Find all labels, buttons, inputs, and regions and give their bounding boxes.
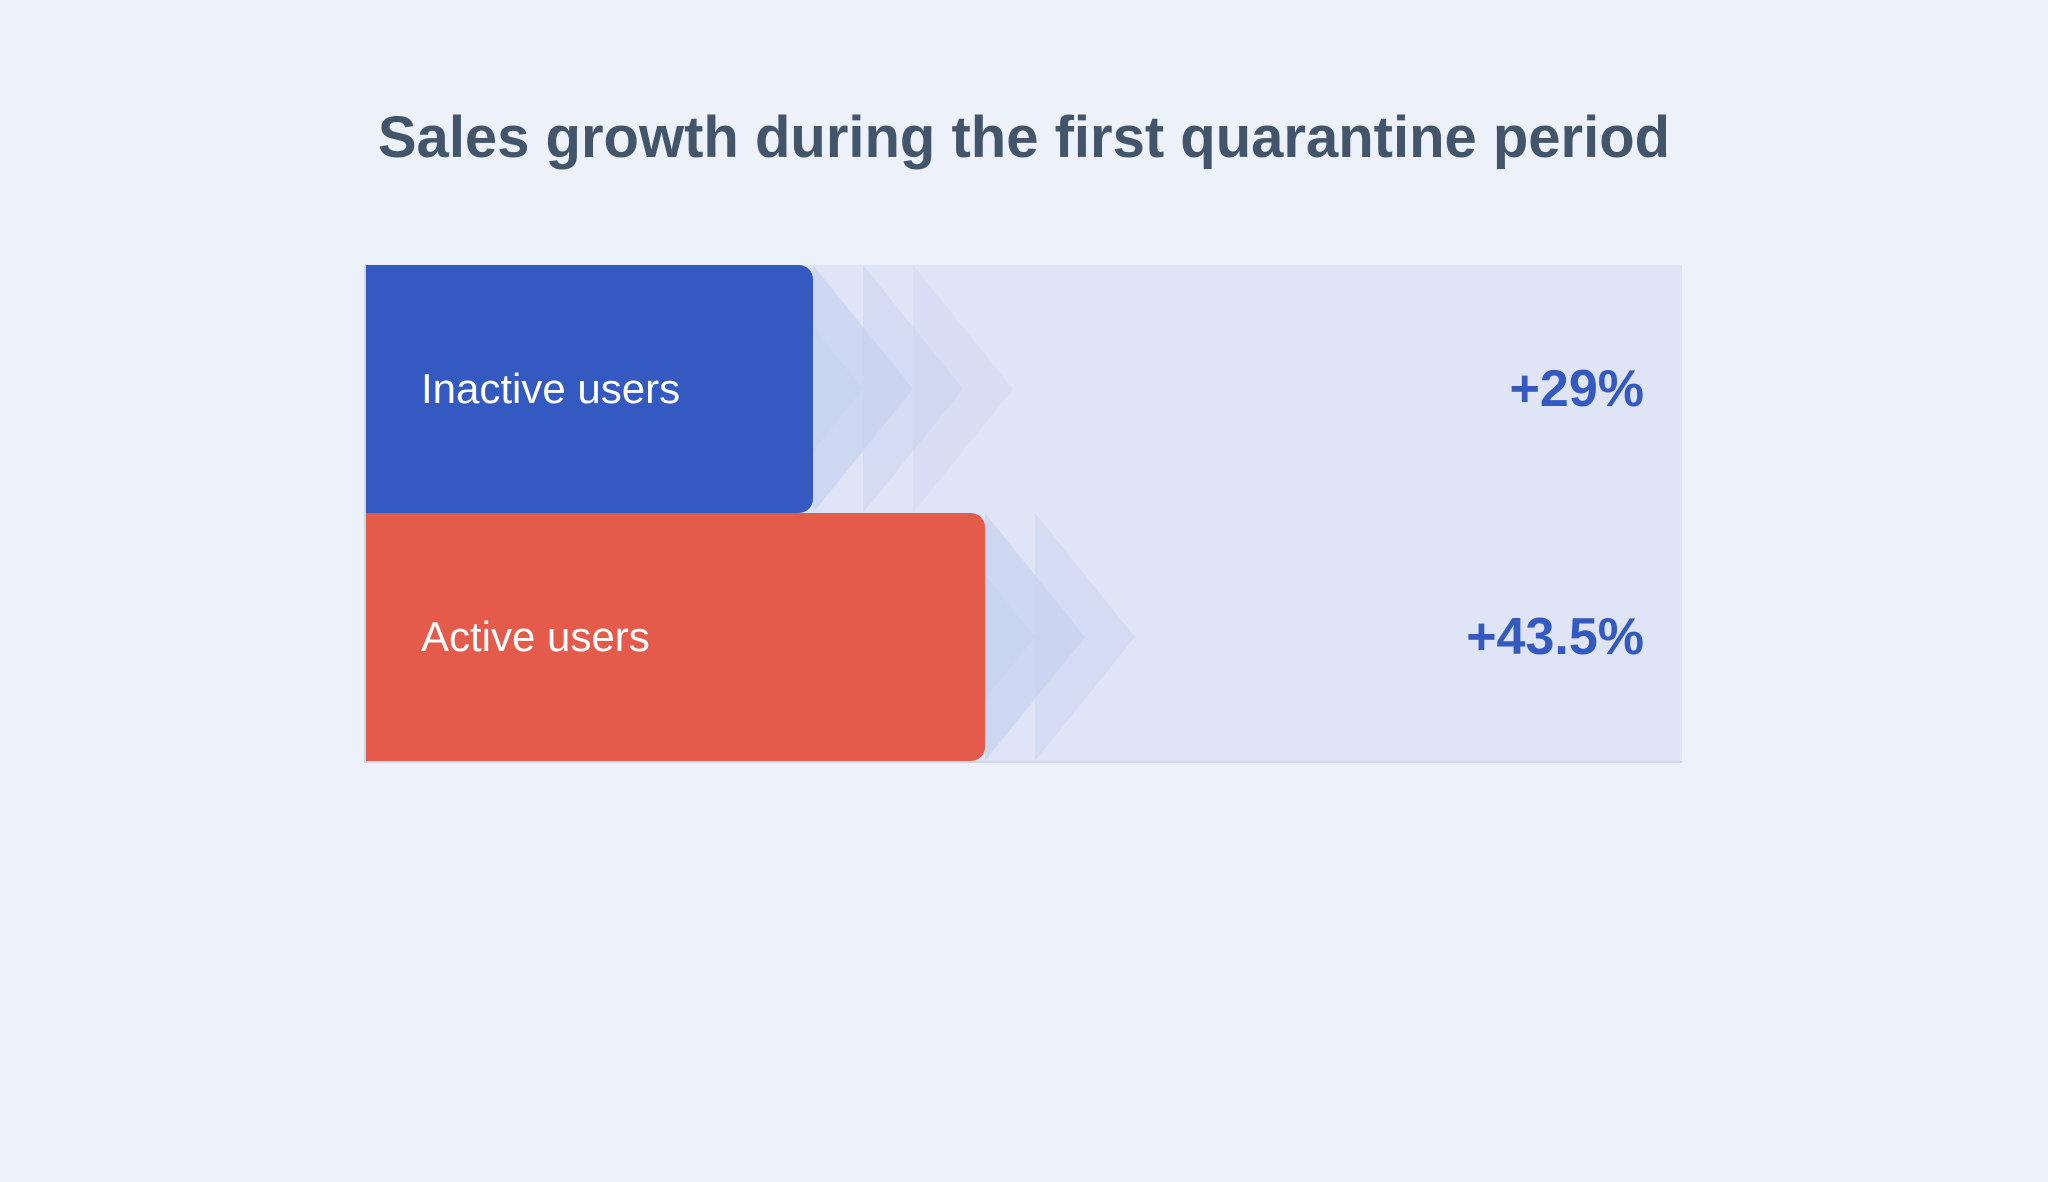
chevron-icon (1035, 513, 1135, 761)
bar-row-inactive-users: Inactive users +29% (366, 265, 1682, 513)
chevron-group-inactive (813, 265, 1013, 513)
bar-value: +29% (1510, 359, 1644, 419)
chart-title: Sales growth during the first quarantine… (364, 100, 1684, 175)
bar-label: Inactive users (421, 365, 680, 413)
bar-row-active-users: Active users +43.5% (366, 513, 1682, 761)
chart-plot-area: Inactive users +29% Active users +43.5% (364, 265, 1682, 763)
chevron-group-active (985, 513, 1135, 761)
bar-label: Active users (421, 613, 650, 661)
chevron-icon (913, 265, 1013, 513)
bar-fill-active-users: Active users (366, 513, 985, 761)
sales-growth-chart: Sales growth during the first quarantine… (364, 100, 1684, 763)
bar-fill-inactive-users: Inactive users (366, 265, 813, 513)
bar-value: +43.5% (1466, 607, 1644, 667)
